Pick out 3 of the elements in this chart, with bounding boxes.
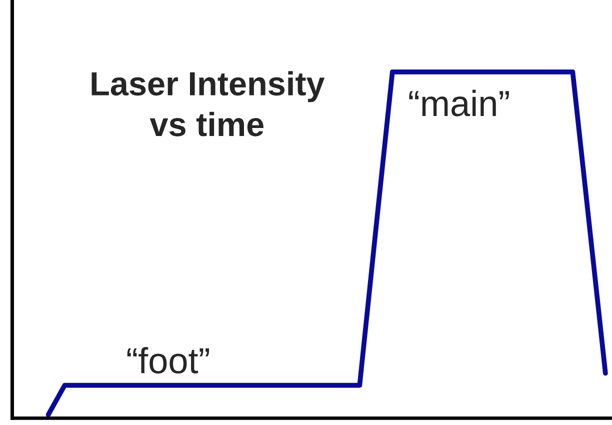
annotation: “main” bbox=[409, 90, 509, 116]
annotation: “foot” bbox=[127, 347, 209, 374]
chart-title: Laser Intensity vs time bbox=[92, 71, 325, 136]
